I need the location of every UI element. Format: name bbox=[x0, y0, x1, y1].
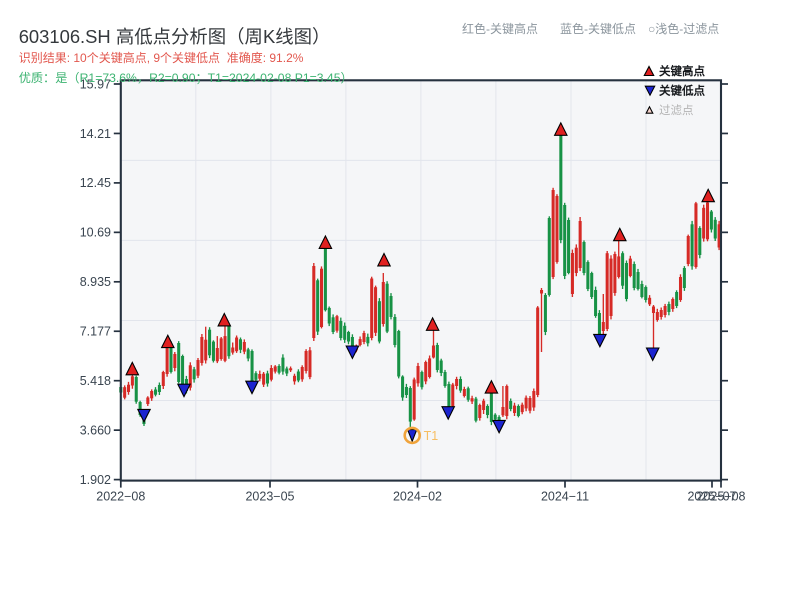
svg-text:10.69: 10.69 bbox=[80, 226, 111, 240]
svg-text:2024−02: 2024−02 bbox=[393, 490, 442, 504]
svg-text:8.935: 8.935 bbox=[80, 275, 111, 289]
svg-text:14.21: 14.21 bbox=[80, 127, 111, 141]
svg-text:7.177: 7.177 bbox=[80, 325, 111, 339]
svg-text:关键高点: 关键高点 bbox=[659, 64, 705, 78]
svg-text:识别结果: 10个关键高点, 9个关键低点 准确度: 91: 识别结果: 10个关键高点, 9个关键低点 准确度: 91.2% bbox=[19, 50, 304, 65]
svg-text:1.902: 1.902 bbox=[80, 473, 111, 487]
svg-text:过滤点: 过滤点 bbox=[659, 104, 694, 117]
svg-text:15.97: 15.97 bbox=[80, 77, 111, 91]
svg-text:红色-关键高点: 红色-关键高点 bbox=[462, 21, 538, 36]
svg-text:优质：是（R1=73.6%，R2=0.90；T1=2024-: 优质：是（R1=73.6%，R2=0.90；T1=2024-02-08 P1=3… bbox=[19, 71, 353, 85]
svg-text:关键低点: 关键低点 bbox=[659, 84, 705, 98]
svg-text:蓝色-关键低点: 蓝色-关键低点 bbox=[560, 22, 636, 36]
svg-text:603106.SH 高低点分析图（周K线图）: 603106.SH 高低点分析图（周K线图） bbox=[19, 26, 331, 47]
svg-text:○浅色-过滤点: ○浅色-过滤点 bbox=[648, 22, 719, 36]
svg-text:T1: T1 bbox=[424, 429, 439, 443]
svg-text:5.418: 5.418 bbox=[80, 374, 111, 388]
svg-text:2024−11: 2024−11 bbox=[541, 490, 589, 504]
svg-text:12.45: 12.45 bbox=[80, 176, 111, 190]
svg-text:2025−08: 2025−08 bbox=[696, 490, 745, 504]
svg-text:2025−07: 2025−07 bbox=[687, 490, 736, 504]
svg-text:2023−05: 2023−05 bbox=[245, 490, 294, 504]
svg-text:3.660: 3.660 bbox=[80, 424, 111, 438]
svg-text:2022−08: 2022−08 bbox=[96, 490, 145, 504]
